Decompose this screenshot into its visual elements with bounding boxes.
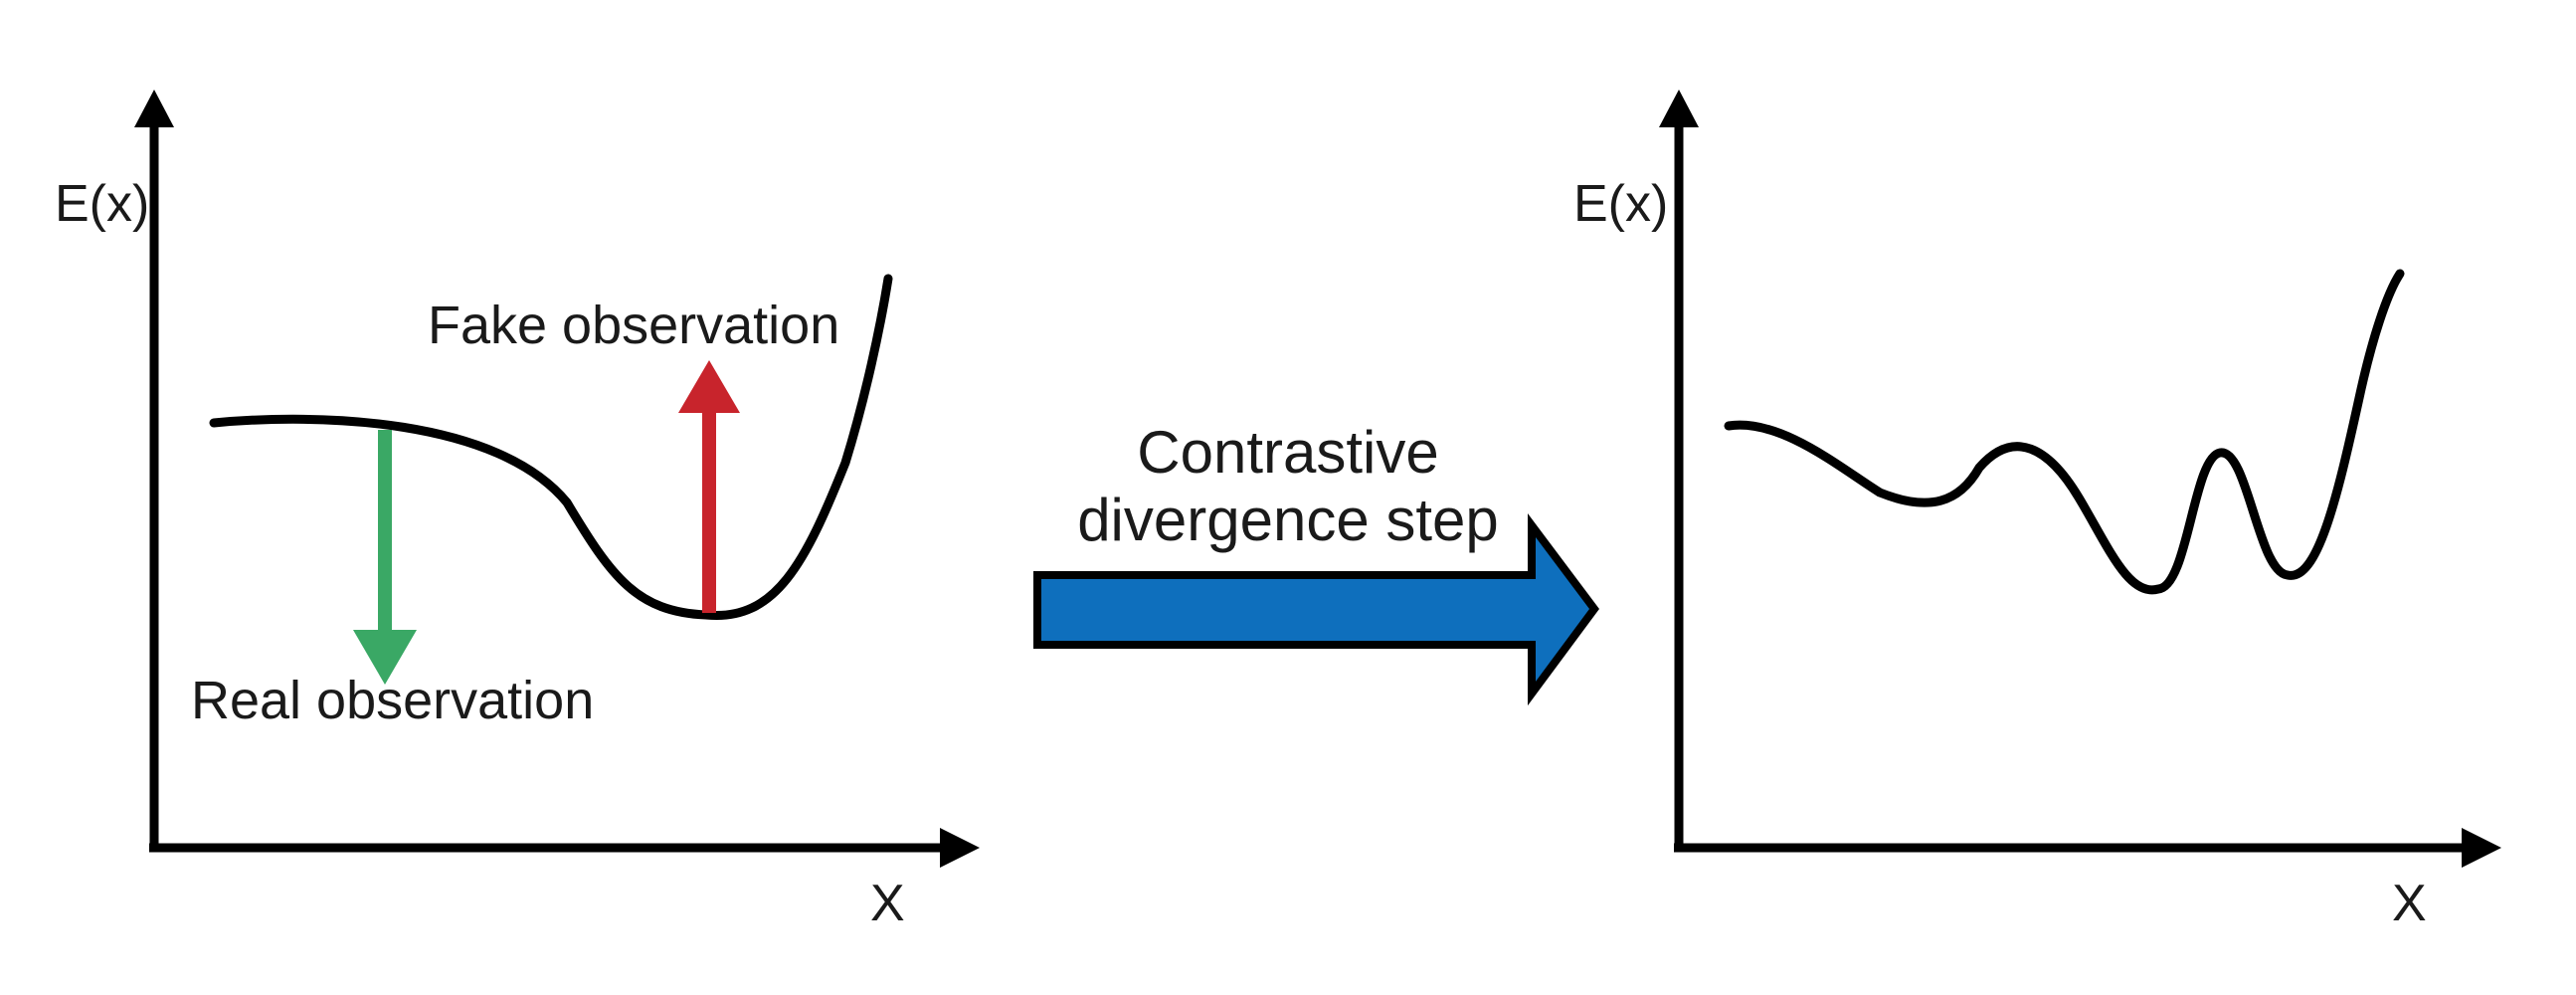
left-x-axis-arrowhead xyxy=(940,828,980,868)
left-y-axis-label: E(x) xyxy=(55,175,149,233)
left-y-axis-arrowhead xyxy=(134,90,174,127)
right-y-axis-arrowhead xyxy=(1659,90,1699,127)
contrastive-divergence-step: Contrastive divergence step xyxy=(1033,419,1599,706)
left-x-axis-label: X xyxy=(870,875,905,932)
fake-observation-arrow-head xyxy=(678,360,740,413)
step-arrow xyxy=(1033,513,1599,706)
step-label-line-1: Contrastive xyxy=(1137,419,1438,486)
left-energy-curve xyxy=(209,274,893,621)
right-energy-curve xyxy=(1724,269,2405,595)
right-y-axis-label: E(x) xyxy=(1573,175,1668,233)
right-x-axis-label: X xyxy=(2392,875,2427,932)
real-observation-arrow-head xyxy=(353,630,417,685)
step-label-line-2: divergence step xyxy=(1077,487,1499,553)
right-panel: E(x) X xyxy=(1573,90,2501,932)
left-panel: E(x) X Fake observation Real observation xyxy=(55,90,980,932)
right-x-axis-arrowhead xyxy=(2462,828,2501,868)
real-observation-label: Real observation xyxy=(191,671,594,730)
fake-observation-label: Fake observation xyxy=(428,296,839,355)
